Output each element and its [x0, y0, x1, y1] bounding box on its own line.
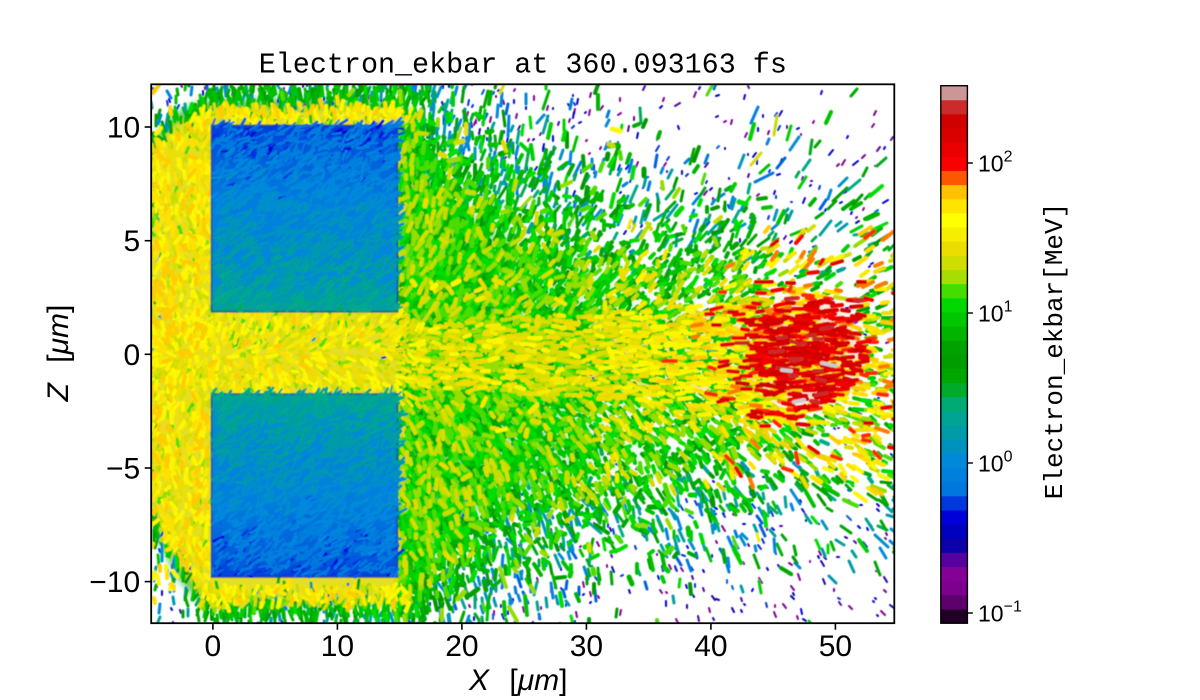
svg-text:−10: −10 — [89, 566, 140, 599]
svg-text:10: 10 — [107, 112, 140, 145]
svg-text:5: 5 — [124, 225, 141, 258]
svg-text:Electron_ekbar[MeV]: Electron_ekbar[MeV] — [1040, 203, 1070, 499]
svg-text:30: 30 — [570, 630, 603, 663]
svg-text:0: 0 — [205, 630, 222, 663]
svg-text:Electron_ekbar at 360.093163 f: Electron_ekbar at 360.093163 fs — [259, 49, 787, 82]
svg-text:10: 10 — [321, 630, 354, 663]
svg-text:Z [μm]: Z [μm] — [42, 305, 75, 403]
svg-text:50: 50 — [819, 630, 852, 663]
svg-text:40: 40 — [694, 630, 727, 663]
svg-text:−5: −5 — [106, 453, 140, 486]
svg-text:20: 20 — [445, 630, 478, 663]
svg-text:0: 0 — [124, 339, 141, 372]
svg-text:X [μm]: X [μm] — [468, 664, 567, 697]
